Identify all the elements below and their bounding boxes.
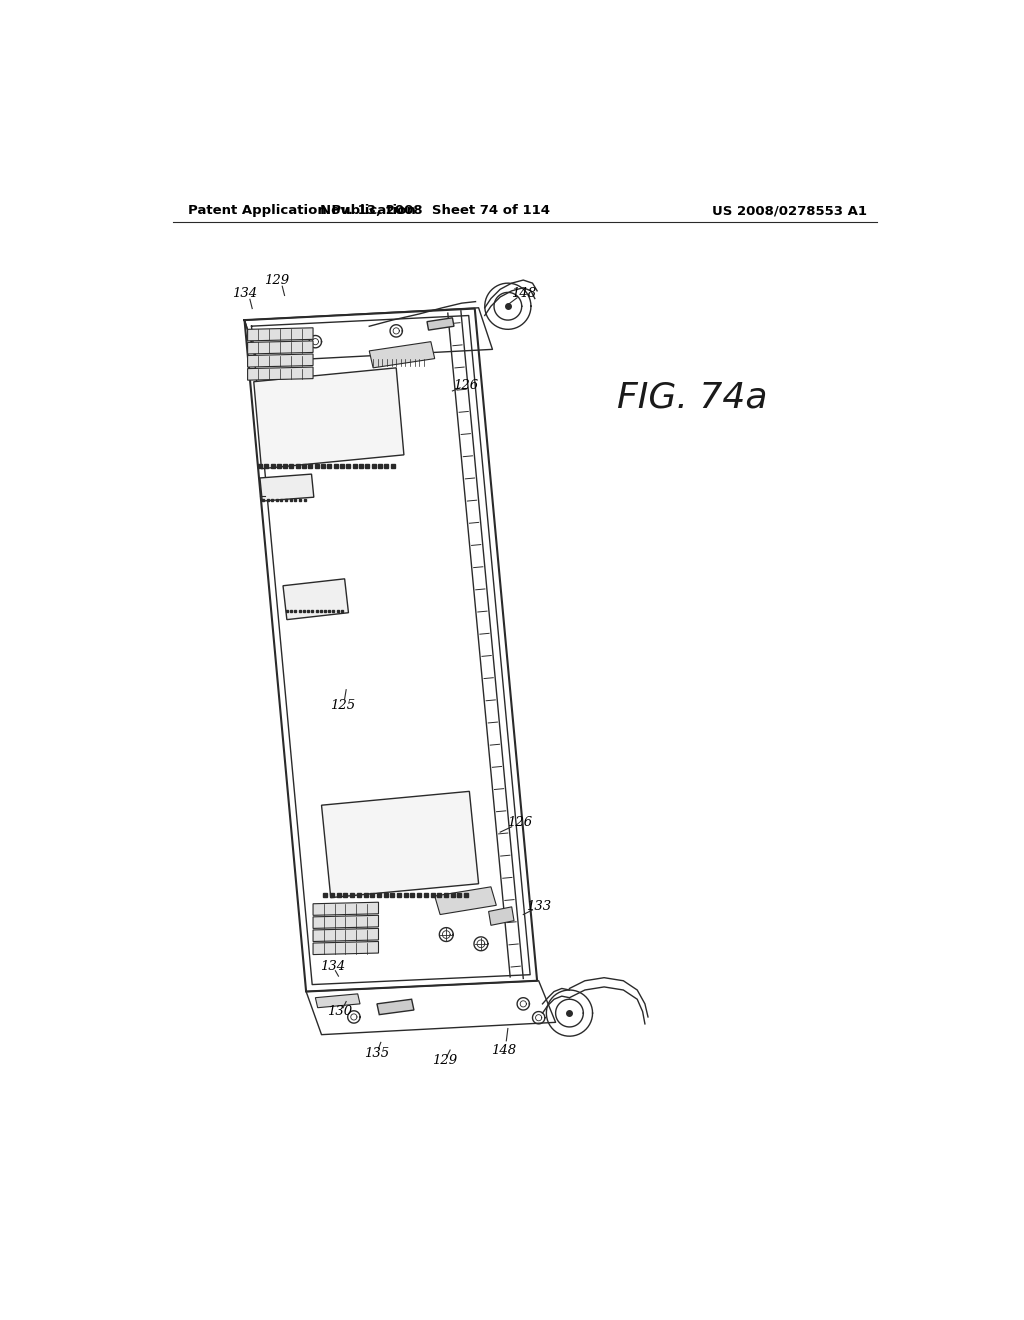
Polygon shape: [283, 579, 348, 619]
Polygon shape: [254, 368, 403, 469]
Polygon shape: [260, 474, 313, 502]
Polygon shape: [248, 354, 313, 367]
Polygon shape: [322, 792, 478, 898]
Polygon shape: [248, 327, 313, 341]
Text: 129: 129: [432, 1055, 458, 1068]
Text: 125: 125: [330, 698, 355, 711]
Polygon shape: [377, 999, 414, 1015]
Polygon shape: [313, 903, 379, 915]
Polygon shape: [248, 367, 313, 380]
Text: 133: 133: [526, 900, 551, 913]
Text: 148: 148: [511, 286, 536, 300]
Text: US 2008/0278553 A1: US 2008/0278553 A1: [712, 205, 867, 218]
Text: 129: 129: [264, 273, 290, 286]
Text: 134: 134: [232, 286, 257, 300]
Text: FIG. 74a: FIG. 74a: [617, 380, 768, 414]
Text: 134: 134: [319, 961, 345, 973]
Polygon shape: [435, 887, 497, 915]
Polygon shape: [427, 318, 454, 330]
Polygon shape: [248, 341, 313, 354]
Polygon shape: [370, 342, 435, 368]
Polygon shape: [488, 907, 514, 925]
Text: 135: 135: [365, 1047, 389, 1060]
Polygon shape: [313, 915, 379, 928]
Text: 130: 130: [328, 1005, 352, 1018]
Polygon shape: [313, 928, 379, 941]
Polygon shape: [313, 941, 379, 954]
Text: Patent Application Publication: Patent Application Publication: [188, 205, 416, 218]
Text: Nov. 13, 2008  Sheet 74 of 114: Nov. 13, 2008 Sheet 74 of 114: [319, 205, 550, 218]
Polygon shape: [315, 994, 360, 1007]
Text: 148: 148: [492, 1044, 516, 1056]
Text: 126: 126: [507, 816, 532, 829]
Text: 126: 126: [453, 379, 478, 392]
